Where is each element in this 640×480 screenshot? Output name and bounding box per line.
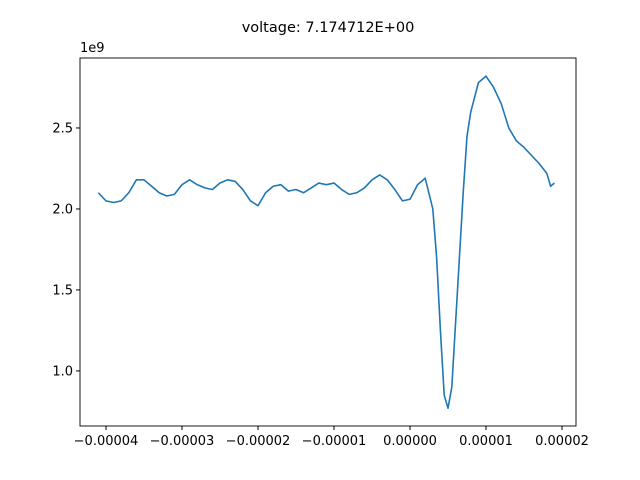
offset-label: 1e9 bbox=[80, 41, 105, 56]
y-tick-label: 2.0 bbox=[52, 202, 73, 217]
chart-title: voltage: 7.174712E+00 bbox=[242, 20, 415, 36]
x-tick-label: 0.00002 bbox=[535, 434, 589, 449]
axes-frame bbox=[79, 57, 577, 427]
y-tick-label: 2.5 bbox=[52, 121, 73, 136]
x-tick-label: −0.00001 bbox=[302, 434, 367, 449]
x-tick-label: 0.00000 bbox=[383, 434, 437, 449]
x-tick-label: 0.00001 bbox=[459, 434, 513, 449]
x-tick-label: −0.00004 bbox=[74, 434, 139, 449]
y-tick-label: 1.5 bbox=[52, 283, 73, 298]
y-tick-label: 1.0 bbox=[52, 364, 73, 379]
data-line bbox=[97, 75, 555, 409]
x-tick-label: −0.00002 bbox=[226, 434, 291, 449]
x-tick-label: −0.00003 bbox=[150, 434, 215, 449]
